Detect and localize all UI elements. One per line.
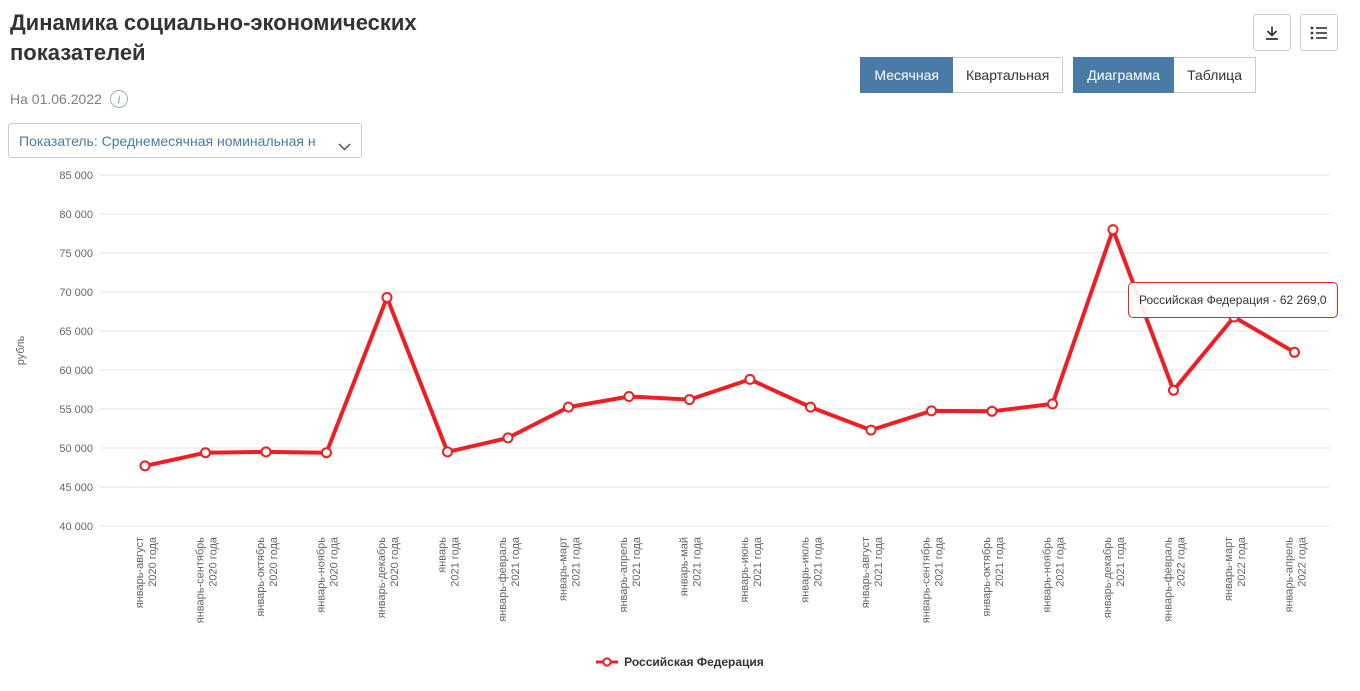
svg-text:январь-август2021 года: январь-август2021 года [860, 536, 885, 608]
svg-text:январь-ноябрь2020 года: январь-ноябрь2020 года [316, 536, 341, 613]
svg-text:75 000: 75 000 [59, 248, 93, 260]
svg-text:январь-сентябрь2020 года: январь-сентябрь2020 года [195, 536, 220, 623]
svg-text:40 000: 40 000 [59, 521, 93, 533]
download-button[interactable] [1253, 14, 1291, 51]
svg-text:рубль: рубль [15, 335, 27, 365]
svg-text:январь-октябрь2021 года: январь-октябрь2021 года [981, 536, 1006, 616]
svg-text:январь-декабрь2021 года: январь-декабрь2021 года [1102, 536, 1127, 618]
svg-text:январь-октябрь2020 года: январь-октябрь2020 года [255, 536, 280, 616]
svg-text:85 000: 85 000 [59, 170, 93, 182]
svg-text:январь-апрель2021 года: январь-апрель2021 года [618, 536, 643, 612]
view-toggles: Месячная Квартальная Диаграмма Таблица [860, 57, 1256, 93]
line-chart[interactable]: 40 000 45 000 50 000 55 000 60 000 65 000 70 0… [0, 165, 1360, 647]
svg-text:январь2021 года: январь2021 года [437, 536, 462, 587]
menu-icon [1310, 26, 1327, 39]
info-icon[interactable]: i [109, 90, 128, 108]
svg-text:январь-август2020 года: январь-август2020 года [134, 536, 159, 608]
svg-text:80 000: 80 000 [59, 209, 93, 221]
context-menu-button[interactable] [1300, 14, 1338, 51]
svg-text:январь-апрель2022 года: январь-апрель2022 года [1284, 536, 1309, 612]
date-subtitle: На 01.06.2022 i [10, 90, 128, 108]
svg-text:50 000: 50 000 [59, 443, 93, 455]
svg-text:январь-февраль2022 года: январь-февраль2022 года [1163, 536, 1188, 622]
svg-text:январь-март2022 года: январь-март2022 года [1223, 536, 1248, 601]
legend-label: Российская Федерация [624, 655, 764, 669]
svg-text:январь-июль2021 года: январь-июль2021 года [800, 536, 825, 603]
svg-text:январь-май2021 года: январь-май2021 года [679, 536, 704, 596]
svg-text:55 000: 55 000 [59, 404, 93, 416]
display-toggle-group: Диаграмма Таблица [1073, 57, 1256, 93]
svg-text:январь-декабрь2020 года: январь-декабрь2020 года [376, 536, 401, 618]
svg-text:январь-июнь2021 года: январь-июнь2021 года [739, 536, 764, 602]
svg-text:45 000: 45 000 [59, 482, 93, 494]
indicator-select-value: Показатель: Среднемесячная номинальная н [19, 132, 316, 149]
period-toggle-group: Месячная Квартальная [860, 57, 1064, 93]
page-title: Динамика социально-экономических показат… [10, 10, 417, 65]
svg-text:60 000: 60 000 [59, 365, 93, 377]
svg-text:65 000: 65 000 [59, 326, 93, 338]
tab-monthly[interactable]: Месячная [860, 57, 953, 93]
svg-text:январь-сентябрь2021 года: январь-сентябрь2021 года [921, 536, 946, 623]
svg-text:январь-март2021 года: январь-март2021 года [558, 536, 583, 601]
legend-marker-icon [596, 657, 619, 667]
svg-text:70 000: 70 000 [59, 287, 93, 299]
date-label: На 01.06.2022 [10, 91, 102, 107]
svg-text:январь-ноябрь2021 года: январь-ноябрь2021 года [1042, 536, 1067, 613]
chart-legend[interactable]: Российская Федерация [0, 655, 1360, 669]
indicator-select[interactable]: Показатель: Среднемесячная номинальная н [8, 123, 362, 158]
chevron-down-icon [338, 138, 351, 156]
download-icon [1265, 26, 1279, 40]
tab-table[interactable]: Таблица [1174, 57, 1256, 93]
svg-text:январь-февраль2021 года: январь-февраль2021 года [497, 536, 522, 622]
tab-diagram[interactable]: Диаграмма [1073, 57, 1175, 93]
header-icon-buttons [1253, 14, 1338, 51]
tab-quarterly[interactable]: Квартальная [952, 57, 1064, 93]
chart-area: 40 000 45 000 50 000 55 000 60 000 65 000 70 0… [0, 165, 1360, 691]
